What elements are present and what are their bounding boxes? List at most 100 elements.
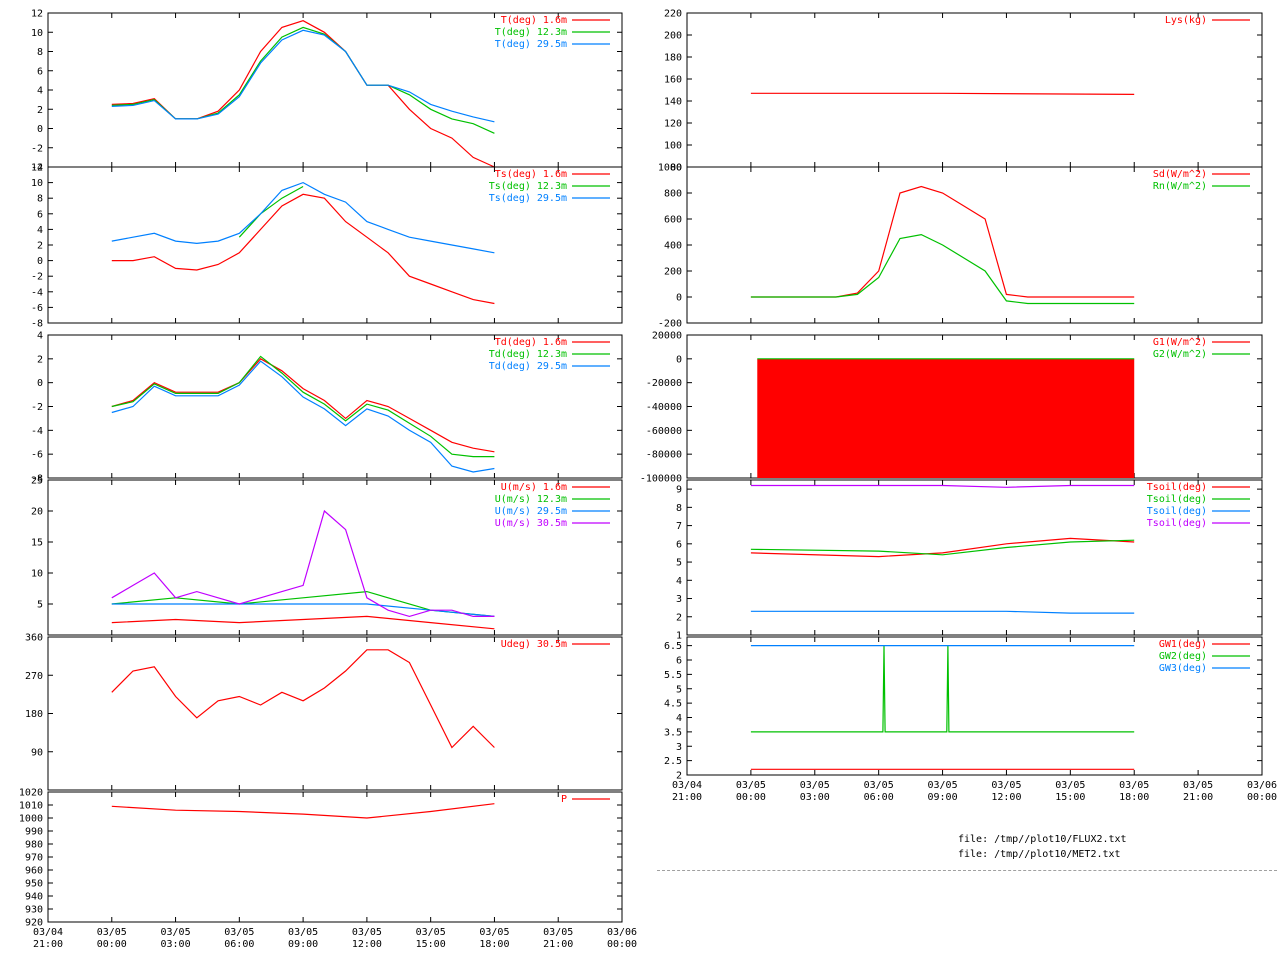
y-tick-label: 970 — [25, 853, 43, 864]
x-tick-label-date: 03/06 — [607, 927, 637, 938]
y-tick-label: 0 — [37, 124, 43, 135]
series-line — [750, 539, 1135, 556]
y-tick-label: 6 — [676, 539, 682, 550]
legend-label: P — [561, 794, 567, 805]
series-line — [111, 509, 495, 618]
y-tick-label: -80000 — [646, 450, 682, 461]
y-tick-label: 360 — [25, 633, 43, 644]
y-tick-label: 2 — [676, 612, 682, 623]
legend-label: Tsoil(deg) — [1147, 518, 1207, 529]
x-tick-label-date: 03/05 — [288, 927, 318, 938]
series-line — [111, 181, 495, 254]
x-tick-label-time: 03:00 — [161, 939, 191, 950]
x-tick-label-time: 09:00 — [288, 939, 318, 950]
y-tick-label: -6 — [31, 450, 43, 461]
x-tick-label-date: 03/05 — [224, 927, 254, 938]
panel-tsoil: 987654321Tsoil(deg)Tsoil(deg)Tsoil(deg)T… — [676, 479, 1263, 642]
y-tick-label: 1000 — [19, 814, 43, 825]
series-line — [750, 233, 1135, 305]
y-tick-label: 800 — [664, 189, 682, 200]
y-tick-label: 100 — [664, 141, 682, 152]
legend-label: Sd(W/m^2) — [1153, 169, 1207, 180]
y-tick-label: -2 — [31, 272, 43, 283]
x-tick-label-time: 06:00 — [224, 939, 254, 950]
x-tick-label-time: 15:00 — [1055, 792, 1085, 803]
x-tick-label-time: 00:00 — [97, 939, 127, 950]
y-tick-label: 3 — [676, 742, 682, 753]
y-tick-label: -60000 — [646, 426, 682, 437]
x-tick-label-time: 00:00 — [607, 939, 637, 950]
y-tick-label: 220 — [664, 9, 682, 20]
legend-label: T(deg) 29.5m — [495, 39, 567, 50]
series-line — [111, 615, 495, 630]
legend-label: Rn(W/m^2) — [1153, 181, 1207, 192]
series-line — [750, 185, 1135, 298]
panel-frame — [686, 636, 1263, 776]
y-tick-label: 930 — [25, 905, 43, 916]
y-tick-label: 600 — [664, 215, 682, 226]
series-line — [111, 20, 495, 168]
y-tick-label: 10 — [31, 178, 43, 189]
legend-label: Tsoil(deg) — [1147, 506, 1207, 517]
y-tick-label: 20000 — [652, 331, 682, 342]
series-line — [111, 358, 495, 453]
x-tick-label-time: 21:00 — [672, 792, 702, 803]
x-tick-label-time: 03:00 — [800, 792, 830, 803]
x-tick-label-date: 03/04 — [33, 927, 63, 938]
footer-file-met: file: /tmp//plot10/MET2.txt — [958, 849, 1121, 860]
x-tick-label-date: 03/05 — [479, 927, 509, 938]
panel-frame — [47, 636, 623, 791]
y-tick-label: 180 — [25, 709, 43, 720]
y-tick-label: 2 — [37, 354, 43, 365]
series-line — [750, 484, 1135, 488]
panel-frame — [47, 479, 623, 636]
legend-label: U(m/s) 12.3m — [495, 494, 567, 505]
x-tick-label-time: 21:00 — [543, 939, 573, 950]
x-tick-label-date: 03/05 — [1119, 780, 1149, 791]
x-tick-label-date: 03/05 — [161, 927, 191, 938]
x-tick-label-date: 03/05 — [543, 927, 573, 938]
series-line — [750, 92, 1135, 95]
panel-gw: 6.5 6 5.5 5 4.5 4 3.5 3 2.5 2 GW1(deg)GW2(deg)GW3(… — [664, 636, 1263, 782]
separator-line — [657, 870, 1277, 871]
legend-label: Ts(deg) 1.6m — [495, 169, 567, 180]
y-tick-label: 9 — [676, 485, 682, 496]
legend-label: U(m/s) 30.5m — [495, 518, 567, 529]
series-line — [111, 355, 495, 458]
series-line — [111, 649, 495, 749]
y-tick-label: 4 — [676, 576, 682, 587]
y-tick-label: 270 — [25, 671, 43, 682]
legend-label: G1(W/m^2) — [1153, 337, 1207, 348]
y-tick-label: 8 — [37, 194, 43, 205]
x-tick-label-date: 03/05 — [928, 780, 958, 791]
y-tick-label: 180 — [664, 53, 682, 64]
y-tick-label: -4 — [31, 426, 43, 437]
y-tick-label: 10 — [31, 28, 43, 39]
x-tick-label-date: 03/05 — [416, 927, 446, 938]
y-tick-label: -100000 — [640, 474, 682, 485]
y-tick-label: 140 — [664, 97, 682, 108]
x-tick-label-date: 03/05 — [97, 927, 127, 938]
y-tick-label: 25 — [31, 476, 43, 487]
y-tick-label: 5 — [676, 684, 682, 695]
y-tick-label: 20 — [31, 507, 43, 518]
panel-frame — [686, 12, 1263, 168]
y-tick-label: 12 — [31, 9, 43, 20]
y-tick-label: -2 — [31, 402, 43, 413]
y-tick-label: -8 — [31, 474, 43, 485]
y-tick-label: 950 — [25, 879, 43, 890]
x-tick-label-date: 03/05 — [736, 780, 766, 791]
y-tick-label: 90 — [31, 747, 43, 758]
y-tick-label: -40000 — [646, 402, 682, 413]
y-tick-label: 960 — [25, 866, 43, 877]
y-tick-label: 4 — [676, 713, 682, 724]
panel-g: 20000 0 -20000 -40000 -60000 -80000 -100000 G1(… — [640, 331, 1263, 485]
y-tick-label: 0 — [37, 378, 43, 389]
x-tick-label-time: 15:00 — [416, 939, 446, 950]
panel-rad: 1000 800 600 400 200 0 -200 Sd(W/m^2)Rn(W/m^2) — [658, 163, 1263, 330]
panel-frame — [686, 479, 1263, 636]
x-tick-label-time: 12:00 — [991, 792, 1021, 803]
y-tick-label: 0 — [676, 354, 682, 365]
legend-label: T(deg) 1.6m — [501, 15, 567, 26]
legend-label: GW1(deg) — [1159, 639, 1207, 650]
